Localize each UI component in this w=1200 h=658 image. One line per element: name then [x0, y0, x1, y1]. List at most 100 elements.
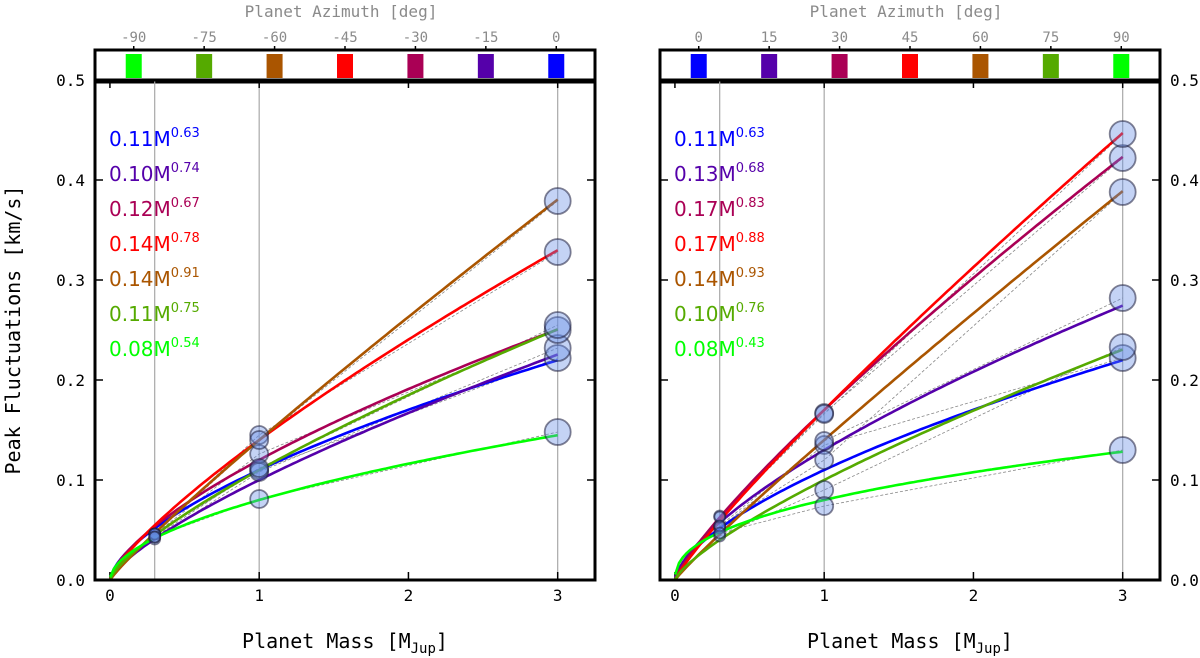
- series-line: [674, 348, 1124, 580]
- linear-guide: [719, 191, 1123, 527]
- series-line: [109, 433, 558, 578]
- fit-label: 0.08M0.54: [109, 336, 200, 361]
- data-point: [1108, 120, 1137, 148]
- azimuth-tick-label: -60: [262, 30, 287, 46]
- y-axis-label: Peak Fluctuations [km/s]: [1, 186, 25, 475]
- data-point: [148, 530, 162, 544]
- fit-label: 0.11M0.63: [109, 126, 200, 151]
- azimuth-swatch: [125, 54, 142, 78]
- azimuth-swatch: [831, 54, 848, 78]
- y-tick-label: 0.4: [1170, 171, 1199, 190]
- linear-guide: [719, 133, 1123, 518]
- linear-guide: [719, 449, 1123, 534]
- data-point: [249, 444, 270, 464]
- azimuth-swatch: [902, 54, 918, 78]
- data-point: [814, 431, 835, 451]
- linear-guide: [154, 324, 558, 538]
- data-point: [1108, 284, 1137, 312]
- data-point: [249, 458, 270, 478]
- series-line: [109, 358, 559, 579]
- y-tick-label: 0.0: [56, 571, 85, 590]
- data-point: [543, 311, 572, 339]
- x-tick-label: 3: [1118, 586, 1128, 605]
- series-line: [673, 304, 1124, 579]
- data-point: [814, 450, 835, 470]
- plot-frame: [93, 78, 597, 582]
- azimuth-label-right: Planet Azimuth [deg]: [810, 2, 1003, 21]
- data-point: [1108, 144, 1137, 172]
- azimuth-tick-label: 60: [972, 30, 989, 46]
- azimuth-swatch: [1113, 54, 1130, 78]
- azimuth-swatch: [972, 54, 989, 78]
- x-axis-label-right: Planet Mass [MJup]: [807, 629, 1013, 657]
- azimuth-tick-label: 90: [1113, 30, 1130, 46]
- data-point: [249, 430, 270, 450]
- x-tick-label: 2: [404, 586, 414, 605]
- series-line: [673, 450, 1123, 575]
- series-line: [109, 328, 559, 579]
- y-tick-label: 0.5: [1170, 71, 1199, 90]
- data-point: [814, 480, 835, 500]
- azimuth-swatch: [196, 54, 213, 78]
- left-panel: -90 -75 -60 -45 -30 -15 0 0 1 2 3 0.0 0.1 0.2 0.3 0.4 0.…: [56, 30, 597, 605]
- x-tick-label: 3: [553, 586, 563, 605]
- azimuth-tick-label: 45: [902, 30, 919, 46]
- azimuth-swatch: [266, 54, 283, 78]
- y-tick-label: 0.4: [56, 171, 85, 190]
- x-tick-label: 2: [969, 586, 979, 605]
- x-tick-label: 0: [670, 586, 680, 605]
- series-line: [109, 198, 559, 581]
- x-tick-label: 1: [819, 586, 829, 605]
- azimuth-tick-label: 15: [761, 30, 778, 46]
- fit-label: 0.10M0.74: [109, 161, 200, 186]
- y-tick-label: 0.2: [56, 371, 85, 390]
- y-tick-label: 0.1: [56, 471, 85, 490]
- azimuth-tick-label: 75: [1042, 30, 1059, 46]
- azimuth-tick-label: 0: [695, 30, 703, 46]
- azimuth-bar-frame: [658, 48, 1162, 84]
- fit-label: 0.17M0.83: [674, 196, 765, 221]
- series-line: [674, 190, 1124, 581]
- y-tick-label: 0.5: [56, 71, 85, 90]
- data-point: [1108, 344, 1137, 372]
- azimuth-tick-label: -15: [473, 30, 498, 46]
- series-line: [109, 353, 559, 580]
- series-line: [109, 249, 559, 580]
- fit-label: 0.14M0.93: [674, 266, 765, 291]
- y-tick-label: 0.3: [56, 271, 85, 290]
- azimuth-swatch: [548, 54, 565, 78]
- azimuth-swatch: [477, 54, 494, 78]
- fit-label: 0.12M0.67: [109, 196, 200, 221]
- series-line: [109, 328, 559, 580]
- linear-guide: [719, 157, 1123, 517]
- y-tick-label: 0.2: [1170, 371, 1199, 390]
- series-line: [674, 132, 1124, 580]
- data-point: [1108, 333, 1137, 361]
- data-point: [1108, 436, 1137, 464]
- fit-label: 0.17M0.88: [674, 231, 765, 256]
- azimuth-tick-label: -45: [332, 30, 357, 46]
- fit-label: 0.14M0.78: [109, 231, 200, 256]
- azimuth-tick-label: 0: [552, 30, 560, 46]
- data-point: [543, 418, 572, 446]
- azimuth-swatch: [761, 54, 778, 78]
- azimuth-bar-frame: [93, 48, 597, 84]
- azimuth-swatch: [1042, 54, 1059, 78]
- data-point: [814, 404, 835, 424]
- linear-guide: [719, 357, 1123, 529]
- fit-label: 0.10M0.76: [674, 301, 765, 326]
- data-point: [713, 510, 727, 524]
- data-point: [543, 238, 572, 266]
- data-point: [249, 425, 270, 445]
- linear-guide: [719, 297, 1123, 527]
- series-line: [674, 155, 1124, 580]
- fit-label: 0.11M0.63: [674, 126, 765, 151]
- plot-frame: [658, 78, 1162, 582]
- azimuth-tick-label: -30: [403, 30, 428, 46]
- data-point: [249, 489, 270, 509]
- azimuth-tick-label: -90: [121, 30, 146, 46]
- azimuth-swatch: [407, 54, 424, 78]
- fit-label: 0.11M0.75: [109, 301, 200, 326]
- y-tick-label: 0.3: [1170, 271, 1199, 290]
